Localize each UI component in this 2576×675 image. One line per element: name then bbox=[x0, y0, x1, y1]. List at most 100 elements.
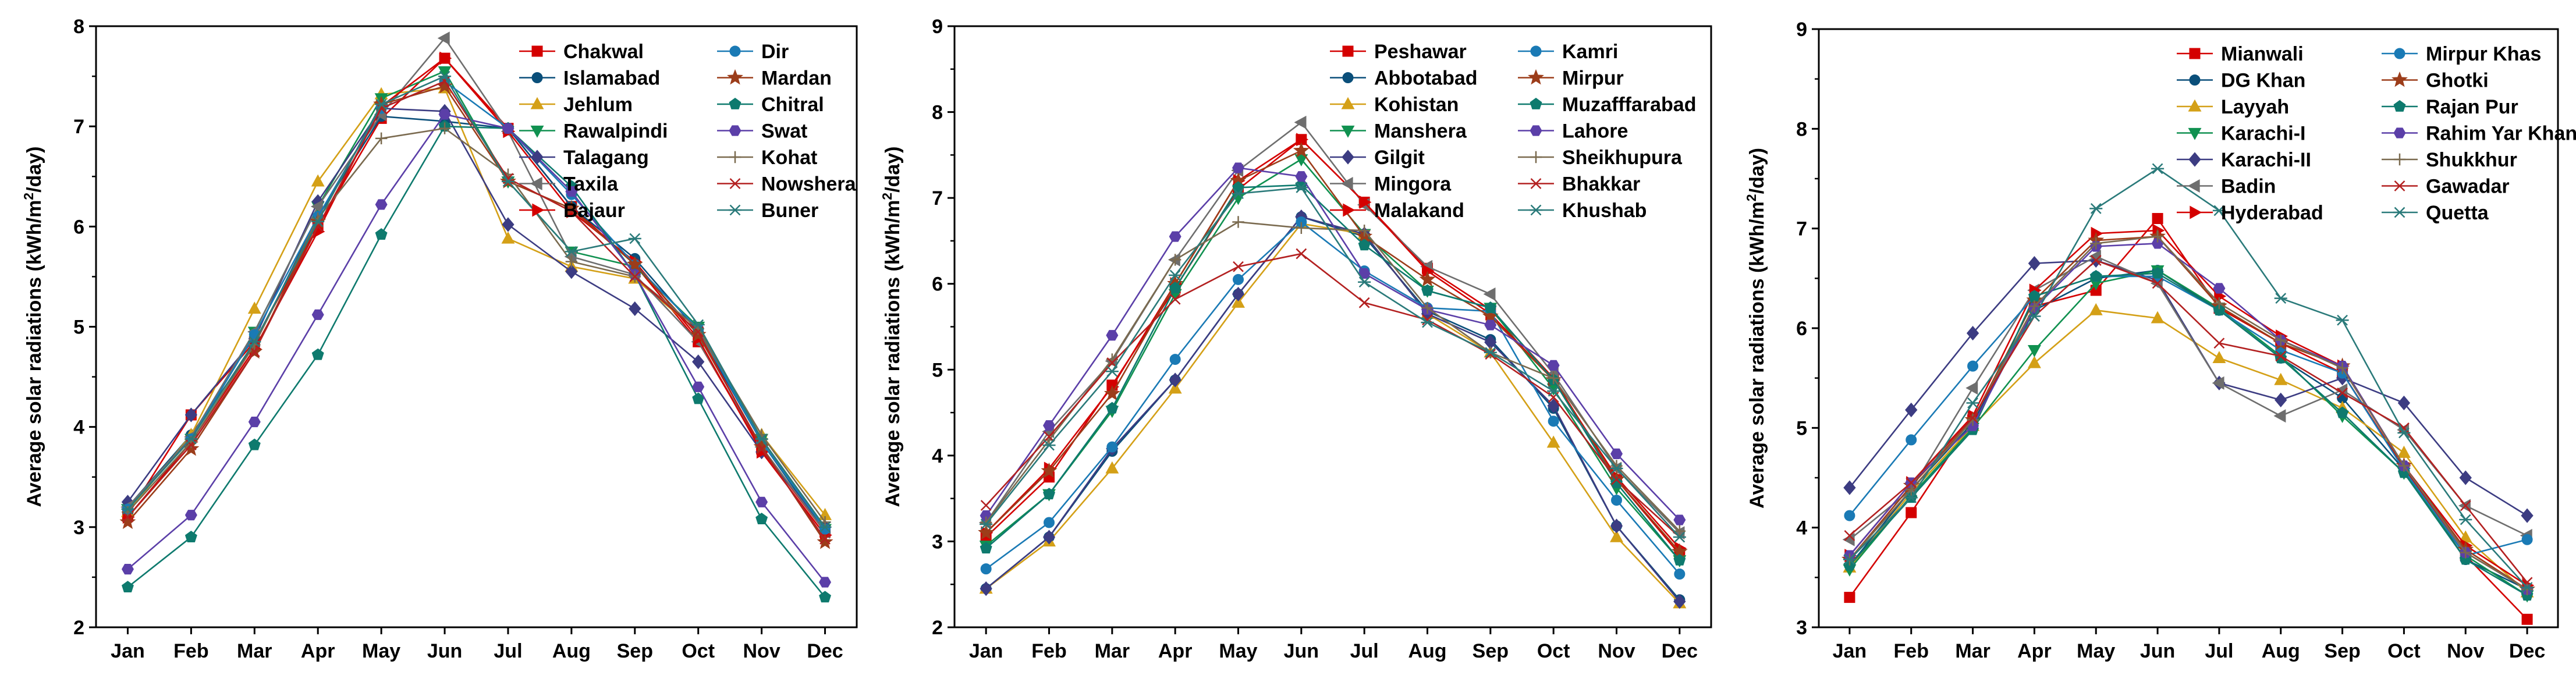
data-point bbox=[1105, 461, 1119, 474]
data-point bbox=[980, 516, 992, 529]
data-point bbox=[2151, 230, 2164, 243]
y-axis-label: Average solar radiations (kWh/m2/day) bbox=[1744, 148, 1768, 509]
legend-marker bbox=[729, 178, 741, 189]
data-point bbox=[819, 591, 832, 603]
legend-item: Mirpur bbox=[1518, 68, 1624, 90]
data-point bbox=[1844, 510, 1855, 521]
chart-1: 2 3 4 5 6 7 8 Jan Feb Mar Apr May Jun Jul Aug Sep Oct Nov… bbox=[21, 16, 858, 662]
data-point bbox=[1232, 295, 1245, 308]
data-point bbox=[311, 309, 324, 320]
data-point bbox=[248, 416, 261, 428]
data-point bbox=[311, 216, 325, 228]
legend-marker bbox=[1342, 45, 1354, 57]
y-tick-label: 9 bbox=[1796, 19, 1807, 41]
data-point bbox=[1673, 531, 1686, 543]
data-point bbox=[1421, 284, 1434, 296]
y-axis-label: Average solar radiations (kWh/m2/day) bbox=[879, 147, 904, 507]
data-point bbox=[375, 199, 388, 210]
series-line bbox=[985, 187, 1680, 538]
data-point bbox=[1548, 415, 1559, 427]
data-point bbox=[2521, 583, 2534, 596]
data-point bbox=[439, 51, 452, 65]
series-line bbox=[127, 113, 826, 583]
x-tick-label: Jun bbox=[2140, 640, 2175, 662]
data-point bbox=[184, 407, 198, 422]
data-point bbox=[1610, 530, 1623, 542]
y-tick-label: 8 bbox=[932, 102, 943, 124]
legend-label: Manshera bbox=[1374, 120, 1467, 143]
legend-marker bbox=[532, 203, 545, 217]
data-point bbox=[1105, 365, 1119, 377]
data-point bbox=[2274, 293, 2287, 304]
x-tick-label: Dec bbox=[807, 640, 843, 662]
legend-label: Mianwali bbox=[2221, 43, 2304, 65]
y-tick-label: 8 bbox=[1796, 118, 1807, 140]
legend-marker bbox=[531, 72, 543, 83]
data-point bbox=[1169, 254, 1181, 266]
data-point bbox=[312, 221, 324, 232]
legend-marker bbox=[729, 151, 741, 164]
x-tick-label: Feb bbox=[1031, 640, 1066, 662]
data-point bbox=[2336, 314, 2349, 326]
legend-label: Quetta bbox=[2426, 202, 2489, 224]
series-swat bbox=[121, 109, 832, 588]
legend-marker bbox=[2188, 152, 2201, 167]
series-line bbox=[127, 70, 826, 530]
data-point bbox=[565, 255, 578, 268]
legend-marker bbox=[2393, 100, 2406, 112]
data-point bbox=[121, 503, 134, 515]
data-point bbox=[375, 132, 388, 145]
y-tick-label: 3 bbox=[1796, 617, 1807, 639]
chart-3: 3 4 5 6 7 8 9 Jan Feb Mar Apr May Jun Jul Aug Sep Oct Nov… bbox=[1744, 19, 2576, 662]
data-point bbox=[819, 577, 832, 588]
x-tick-label: Mar bbox=[1095, 640, 1130, 662]
legend-label: Chitral bbox=[761, 94, 824, 116]
data-point bbox=[1611, 495, 1622, 506]
data-point bbox=[2089, 303, 2103, 315]
x-tick-label: Sep bbox=[2324, 640, 2360, 662]
data-point bbox=[1359, 196, 1372, 209]
data-point bbox=[248, 336, 261, 347]
x-tick-label: Feb bbox=[173, 640, 208, 662]
legend-item: Bajaur bbox=[519, 200, 625, 222]
legend-label: Dir bbox=[761, 41, 789, 63]
data-point bbox=[122, 511, 133, 523]
data-point bbox=[692, 381, 705, 392]
data-point bbox=[1673, 525, 1686, 537]
data-point bbox=[2090, 255, 2102, 266]
legend-label: Gilgit bbox=[1374, 147, 1425, 169]
y-tick-label: 2 bbox=[932, 617, 943, 639]
legend-label: Bhakkar bbox=[1562, 173, 1640, 196]
data-point bbox=[2028, 311, 2041, 322]
series-line bbox=[127, 107, 826, 528]
legend-marker bbox=[1341, 125, 1355, 138]
data-point bbox=[1483, 287, 1496, 301]
legend-label: Jehlum bbox=[563, 94, 633, 116]
series-line bbox=[127, 57, 826, 536]
data-point bbox=[980, 542, 992, 554]
legend-item: Lahore bbox=[1518, 120, 1628, 143]
y-tick-label: 5 bbox=[1796, 417, 1807, 439]
legend-marker bbox=[2393, 153, 2406, 166]
data-point bbox=[1966, 397, 1979, 408]
data-point bbox=[438, 109, 451, 120]
x-tick-label: Apr bbox=[301, 640, 335, 662]
data-point bbox=[1547, 398, 1560, 413]
data-point bbox=[755, 513, 768, 524]
legend-item: Hyderabad bbox=[2177, 202, 2323, 224]
legend-marker bbox=[729, 125, 741, 136]
data-point bbox=[1358, 239, 1371, 251]
series-line bbox=[1849, 255, 2528, 541]
legend-item: Rahim Yar Khan bbox=[2382, 123, 2576, 145]
data-point bbox=[1169, 293, 1181, 305]
data-point bbox=[311, 348, 324, 360]
series-mianwali bbox=[1844, 213, 2533, 625]
legend-item: Khushab bbox=[1518, 200, 1647, 222]
data-point bbox=[1043, 488, 1055, 500]
y-axis-label: Average solar radiations (kWh/m2/day) bbox=[21, 147, 45, 507]
legend-item: Talagang bbox=[519, 147, 649, 169]
legend-label: Mirpur bbox=[1562, 68, 1624, 90]
data-point bbox=[1042, 530, 1056, 545]
legend-item: Karachi-II bbox=[2177, 149, 2311, 171]
